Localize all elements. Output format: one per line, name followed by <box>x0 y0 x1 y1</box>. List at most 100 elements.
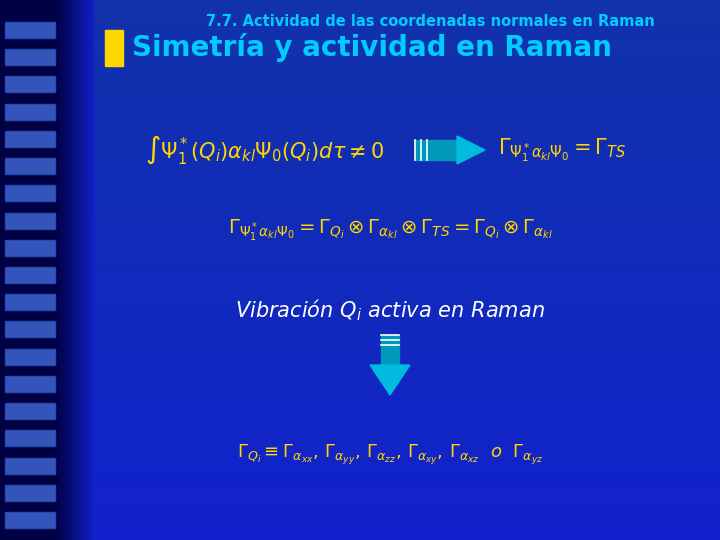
Bar <box>91 0 92 540</box>
Bar <box>5 294 55 310</box>
Bar <box>72 0 73 540</box>
Bar <box>67 0 68 540</box>
Bar <box>90 0 91 540</box>
Bar <box>5 430 55 447</box>
Bar <box>95 252 720 270</box>
Bar <box>73 0 74 540</box>
Bar <box>5 213 55 228</box>
Bar <box>64 0 65 540</box>
Polygon shape <box>370 365 410 395</box>
Bar <box>5 376 55 392</box>
Bar <box>5 158 55 174</box>
Bar <box>93 0 94 540</box>
Bar <box>82 0 83 540</box>
Bar <box>95 18 720 36</box>
Bar <box>5 49 55 65</box>
Bar <box>95 0 720 540</box>
Bar <box>95 90 720 108</box>
Bar <box>5 403 55 419</box>
Bar <box>95 270 720 288</box>
Bar <box>71 0 72 540</box>
Polygon shape <box>457 136 485 164</box>
Bar <box>5 185 55 201</box>
Text: Simetría y actividad en Raman: Simetría y actividad en Raman <box>132 33 612 63</box>
Bar <box>95 144 720 162</box>
Bar <box>95 324 720 342</box>
Bar <box>5 512 55 528</box>
Text: $\Gamma_{\Psi_1^*\alpha_{kl}\Psi_0} = \Gamma_{TS}$: $\Gamma_{\Psi_1^*\alpha_{kl}\Psi_0} = \G… <box>498 136 626 164</box>
Bar <box>86 0 87 540</box>
Bar <box>76 0 77 540</box>
Bar <box>95 468 720 486</box>
Text: $\Gamma_{Q_i} \equiv \Gamma_{\alpha_{xx}},\, \Gamma_{\alpha_{yy}},\, \Gamma_{\al: $\Gamma_{Q_i} \equiv \Gamma_{\alpha_{xx}… <box>237 443 543 467</box>
Bar <box>5 131 55 147</box>
Bar <box>0 0 95 540</box>
Bar <box>95 378 720 396</box>
Bar <box>62 0 63 540</box>
Bar <box>95 0 720 18</box>
Bar <box>95 72 720 90</box>
Bar <box>56 0 57 540</box>
Bar <box>65 0 66 540</box>
Bar <box>95 54 720 72</box>
Bar <box>5 185 55 201</box>
Bar <box>95 342 720 360</box>
Bar <box>5 22 55 38</box>
Bar <box>95 414 720 432</box>
Bar <box>5 430 55 447</box>
Bar <box>5 131 55 147</box>
Bar <box>59 0 60 540</box>
Bar <box>95 360 720 378</box>
Bar <box>95 162 720 180</box>
Bar <box>57 0 58 540</box>
Bar <box>5 321 55 338</box>
Bar <box>5 321 55 338</box>
Bar <box>95 306 720 324</box>
Polygon shape <box>415 140 457 160</box>
Bar <box>5 267 55 283</box>
Bar <box>78 0 79 540</box>
Bar <box>5 240 55 256</box>
Polygon shape <box>381 335 399 365</box>
Bar <box>95 216 720 234</box>
Bar <box>89 0 90 540</box>
Bar <box>5 104 55 120</box>
Bar <box>95 432 720 450</box>
Bar <box>85 0 86 540</box>
Bar <box>5 457 55 474</box>
Bar <box>88 0 89 540</box>
Bar <box>95 396 720 414</box>
Bar <box>5 77 55 92</box>
Bar <box>95 180 720 198</box>
Bar <box>58 0 59 540</box>
Bar <box>84 0 85 540</box>
Bar <box>5 49 55 65</box>
Bar <box>87 0 88 540</box>
Bar <box>5 349 55 365</box>
Text: $\Gamma_{\Psi_1^*\alpha_{kl}\Psi_0} = \Gamma_{Q_i} \otimes \Gamma_{\alpha_{kl}} : $\Gamma_{\Psi_1^*\alpha_{kl}\Psi_0} = \G… <box>228 218 552 242</box>
Bar <box>5 104 55 120</box>
Bar <box>83 0 84 540</box>
Bar <box>95 486 720 504</box>
Bar <box>5 158 55 174</box>
Bar <box>95 450 720 468</box>
Bar <box>69 0 70 540</box>
Bar <box>68 0 69 540</box>
Text: $\mathit{Vibración\ Q_i\ activa\ en\ Raman}$: $\mathit{Vibración\ Q_i\ activa\ en\ Ram… <box>235 297 545 323</box>
Bar <box>5 267 55 283</box>
Bar <box>77 0 78 540</box>
Bar <box>5 376 55 392</box>
Bar <box>5 485 55 501</box>
Bar <box>5 485 55 501</box>
Bar <box>5 294 55 310</box>
Bar <box>95 198 720 216</box>
Bar <box>66 0 67 540</box>
Bar <box>95 522 720 540</box>
Text: 7.7. Actividad de las coordenadas normales en Raman: 7.7. Actividad de las coordenadas normal… <box>206 14 654 29</box>
Bar <box>55 0 56 540</box>
Bar <box>95 504 720 522</box>
Bar <box>5 457 55 474</box>
Bar <box>95 126 720 144</box>
Bar <box>63 0 64 540</box>
Bar <box>95 108 720 126</box>
